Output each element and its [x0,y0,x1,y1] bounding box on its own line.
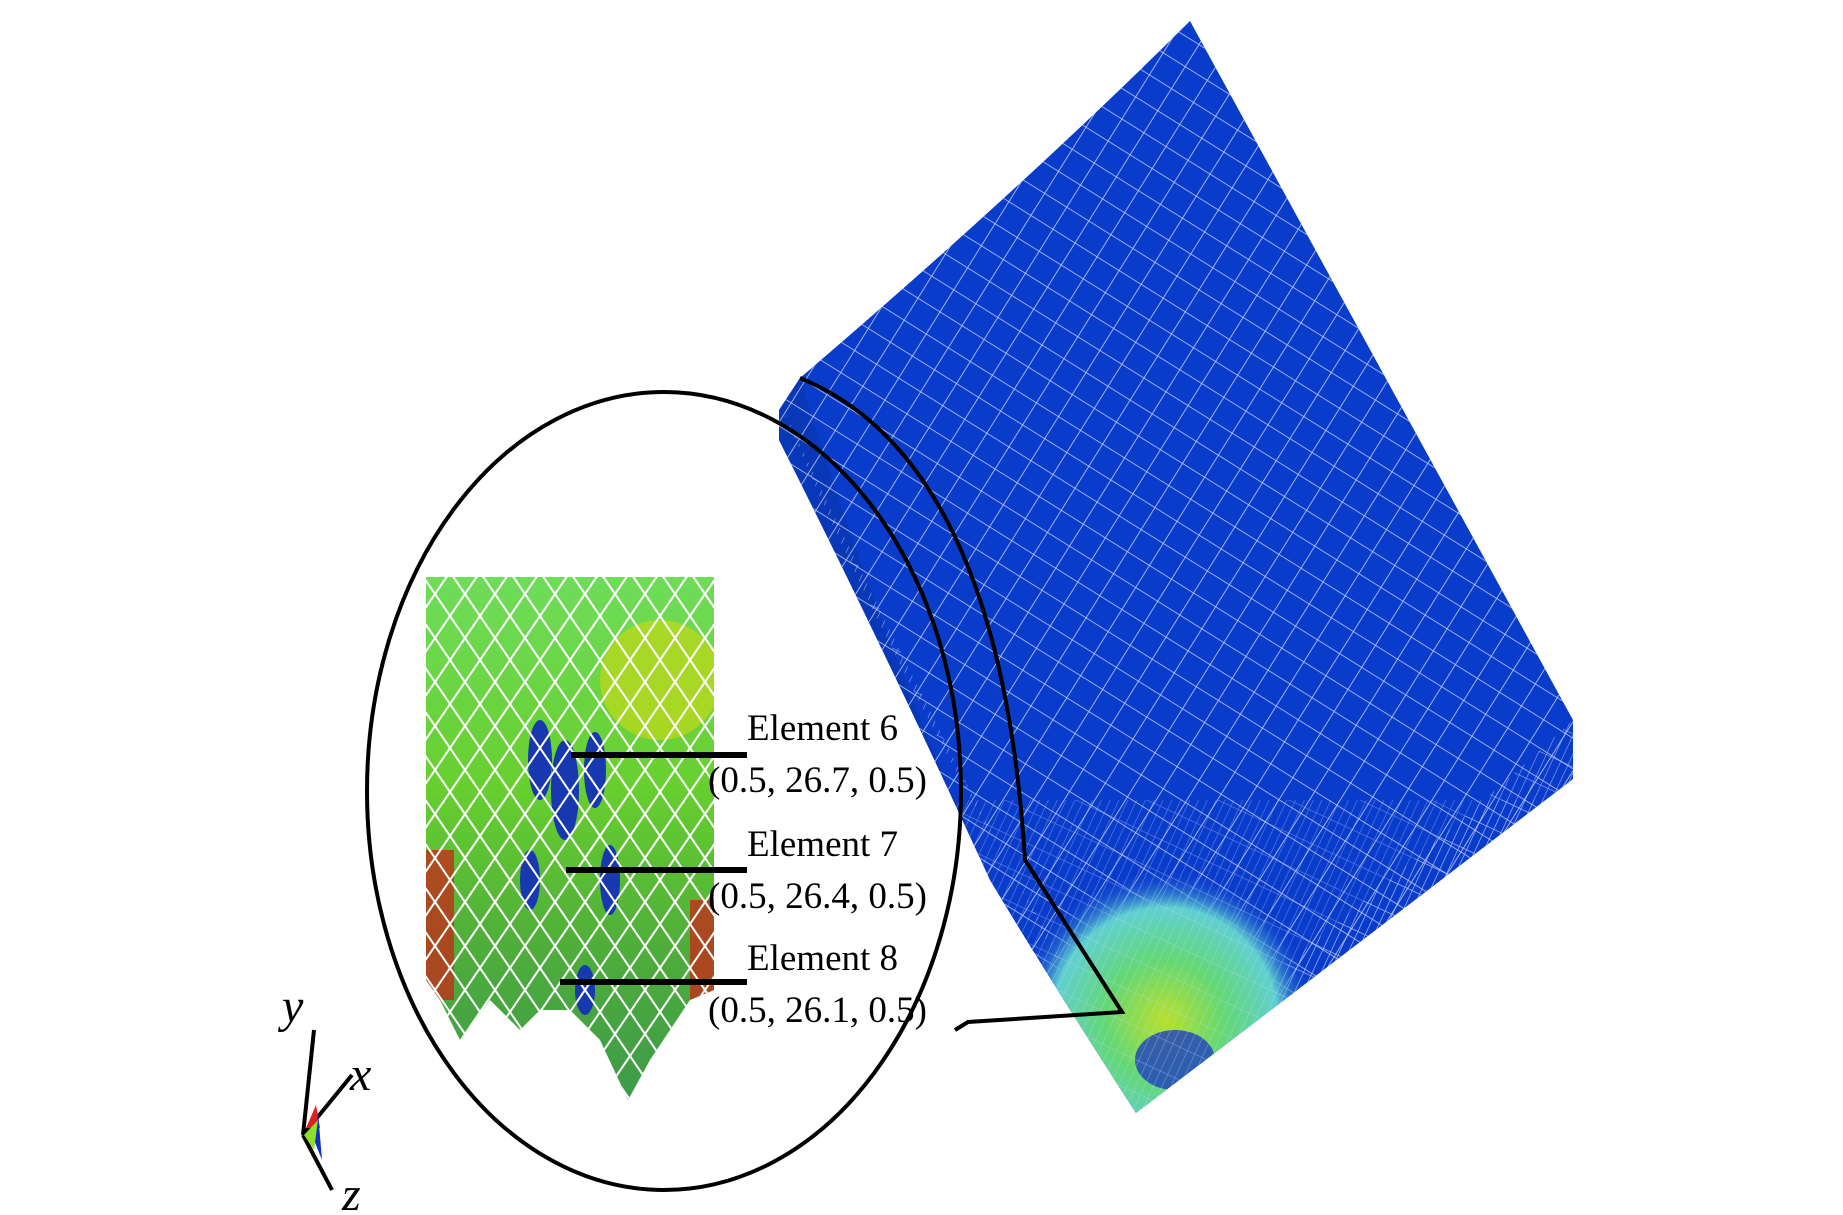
axis-triad: y x z [277,980,371,1215]
z-axis-label: z [341,1168,361,1215]
x-axis-label: x [349,1048,371,1101]
element-8-coords: (0.5, 26.1, 0.5) [708,990,927,1031]
element-8-label: Element 8 [747,938,898,979]
element-6-coords: (0.5, 26.7, 0.5) [708,760,927,801]
element-6-label: Element 6 [747,708,898,749]
element-7-coords: (0.5, 26.4, 0.5) [708,876,927,917]
zoom-callout-ellipse [365,390,963,1192]
y-axis-label: y [277,980,304,1033]
callout-leader [799,376,1126,1032]
inset-zoomed-mesh [426,577,714,1100]
element-7-label: Element 7 [747,824,898,865]
